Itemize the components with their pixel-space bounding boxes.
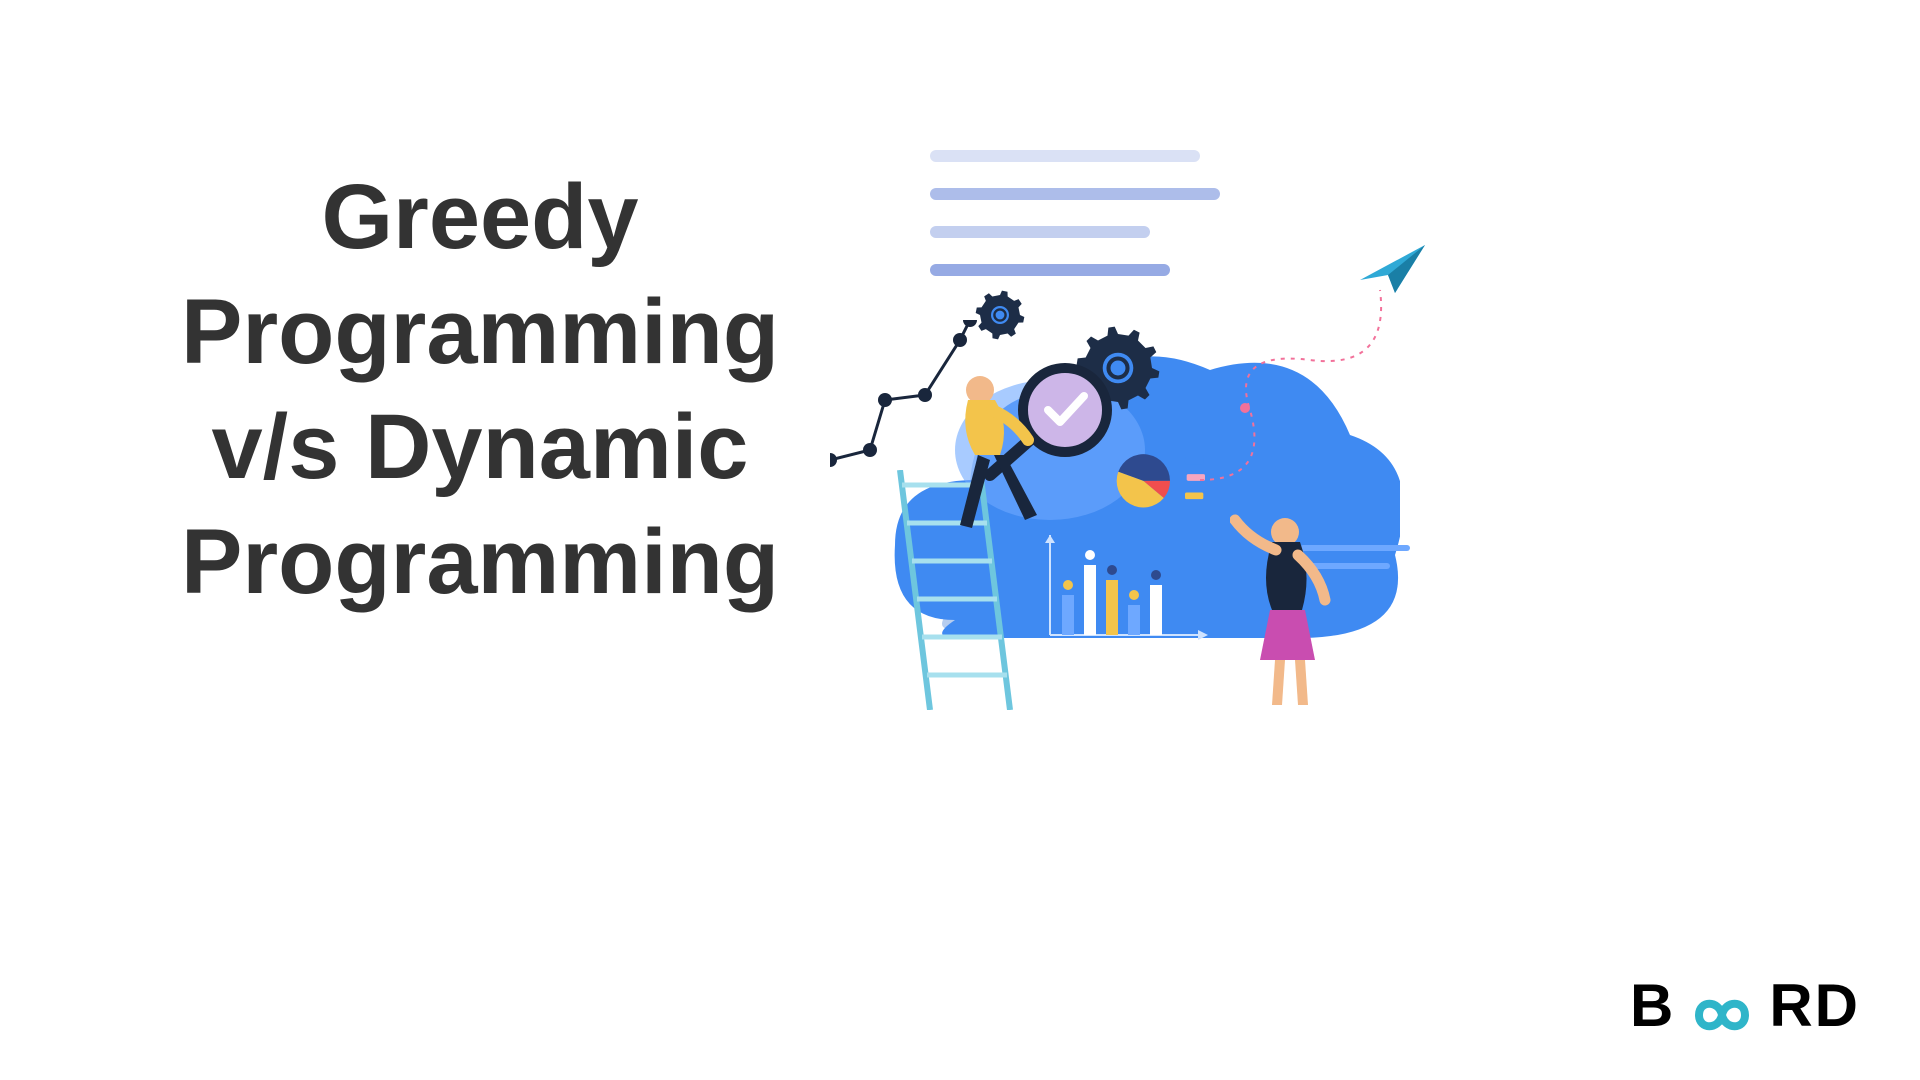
title-block: Greedy Programming v/s Dynamic Programmi… bbox=[90, 160, 870, 620]
person-with-magnifier bbox=[950, 360, 1090, 530]
bar-chart-decoration bbox=[1040, 535, 1210, 645]
logo-text-after: RD bbox=[1769, 971, 1860, 1040]
title-line-2: Programming bbox=[181, 281, 779, 383]
title-line-4: Programming bbox=[181, 511, 779, 613]
plane-trail bbox=[1190, 280, 1400, 490]
infinity-icon bbox=[1679, 983, 1765, 1029]
brand-logo: B RD bbox=[1630, 971, 1860, 1040]
person-pointing bbox=[1230, 510, 1350, 710]
title-line-1: Greedy bbox=[321, 166, 638, 268]
title-line-3: v/s Dynamic bbox=[212, 396, 749, 498]
paper-plane-icon bbox=[1360, 245, 1430, 300]
logo-text-before: B bbox=[1630, 971, 1675, 1040]
page-title: Greedy Programming v/s Dynamic Programmi… bbox=[90, 160, 870, 620]
text-lines-decoration bbox=[930, 150, 1220, 302]
gear-small-icon bbox=[970, 285, 1030, 345]
